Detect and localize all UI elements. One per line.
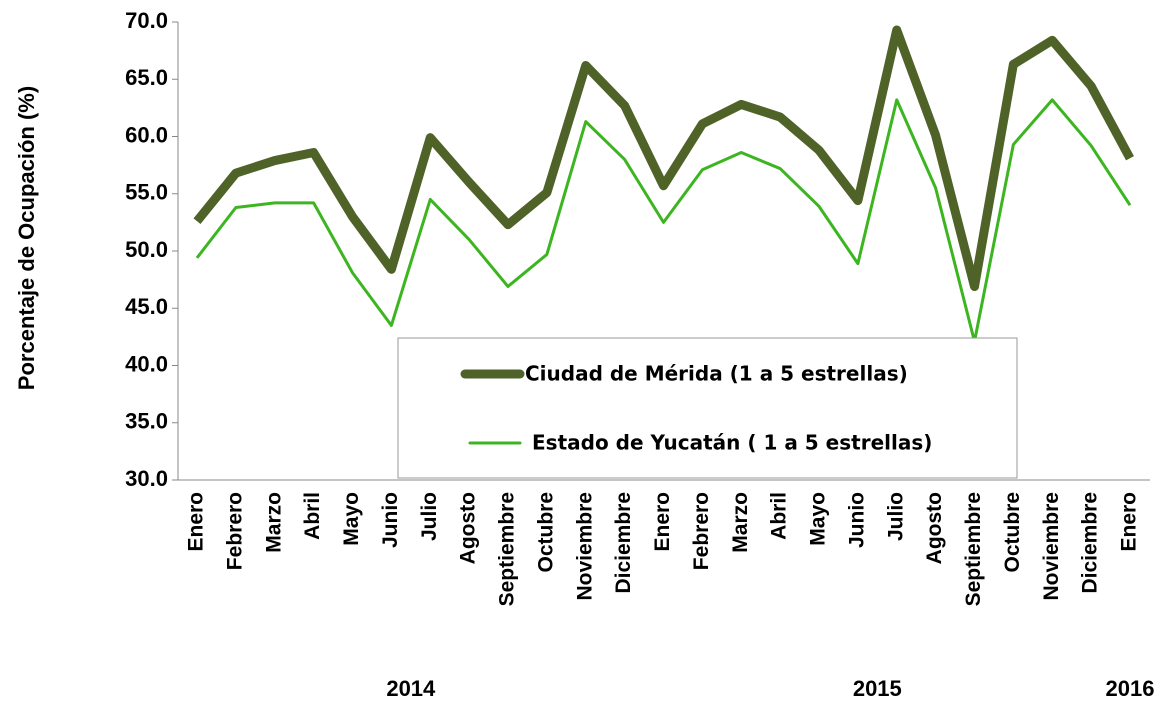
y-tick-label: 50.0 bbox=[125, 237, 168, 262]
y-tick-label: 45.0 bbox=[125, 294, 168, 319]
x-tick-label: Octubre bbox=[1001, 492, 1024, 573]
x-tick-label: Mayo bbox=[807, 492, 830, 546]
year-label: 2016 bbox=[1106, 676, 1155, 701]
series-line bbox=[193, 25, 1134, 291]
y-tick-label: 35.0 bbox=[125, 409, 168, 434]
legend-label: Ciudad de Mérida (1 a 5 estrellas) bbox=[525, 362, 908, 386]
y-tick-label: 70.0 bbox=[125, 8, 168, 33]
x-tick-label: Enero bbox=[1118, 492, 1141, 552]
x-tick-label: Septiembre bbox=[496, 492, 519, 606]
x-tick-label: Septiembre bbox=[962, 492, 985, 606]
legend-box bbox=[397, 337, 1018, 479]
y-tick-label: 60.0 bbox=[125, 122, 168, 147]
x-tick-label: Enero bbox=[651, 492, 674, 552]
x-tick-label: Octubre bbox=[534, 492, 557, 573]
x-tick-label: Diciembre bbox=[1079, 492, 1102, 594]
x-tick-label: Abril bbox=[301, 492, 324, 540]
x-tick-label: Mayo bbox=[340, 492, 363, 546]
y-tick-label: 30.0 bbox=[125, 466, 168, 491]
x-tick-label: Julio bbox=[418, 492, 441, 541]
legend-label: Estado de Yucatán ( 1 a 5 estrellas) bbox=[532, 431, 932, 455]
x-tick-label: Junio bbox=[379, 492, 402, 548]
year-label: 2015 bbox=[853, 676, 902, 701]
x-tick-label: Marzo bbox=[729, 492, 752, 553]
x-tick-label: Febrero bbox=[690, 492, 713, 570]
x-tick-label: Marzo bbox=[262, 492, 285, 553]
x-tick-label: Junio bbox=[845, 492, 868, 548]
x-tick-label: Diciembre bbox=[612, 492, 635, 594]
x-tick-label: Julio bbox=[884, 492, 907, 541]
x-tick-label: Noviembre bbox=[1040, 492, 1063, 601]
x-tick-label: Febrero bbox=[223, 492, 246, 570]
year-label: 2014 bbox=[386, 676, 436, 701]
y-tick-label: 55.0 bbox=[125, 180, 168, 205]
x-tick-label: Enero bbox=[185, 492, 208, 552]
x-tick-label: Agosto bbox=[457, 492, 480, 564]
y-tick-label: 65.0 bbox=[125, 65, 168, 90]
y-axis-label: Porcentaje de Ocupación (%) bbox=[14, 86, 39, 390]
x-tick-label: Agosto bbox=[923, 492, 946, 564]
x-tick-label: Noviembre bbox=[573, 492, 596, 601]
x-tick-label: Abril bbox=[768, 492, 791, 540]
y-tick-label: 40.0 bbox=[125, 351, 168, 376]
